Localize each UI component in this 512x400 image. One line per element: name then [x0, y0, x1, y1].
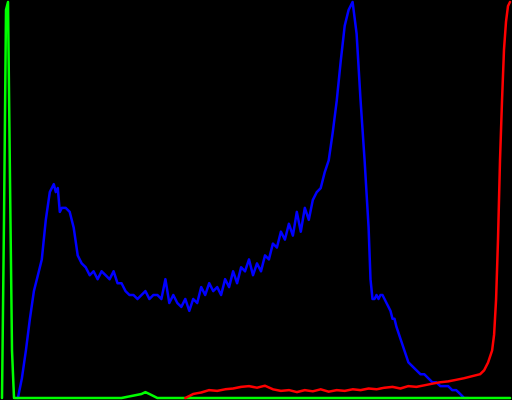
series-line-2	[184, 0, 512, 400]
series-line-0	[16, 0, 470, 400]
